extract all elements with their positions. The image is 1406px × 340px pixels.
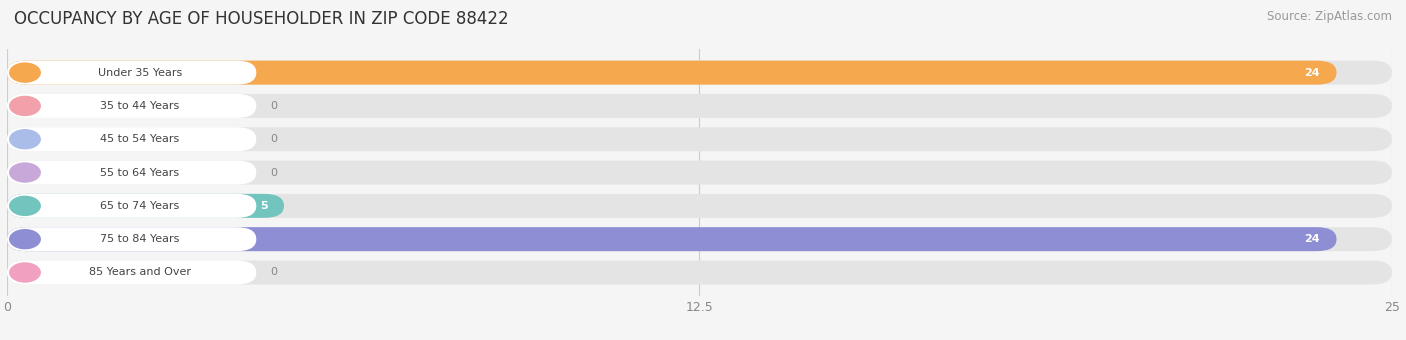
FancyBboxPatch shape (7, 94, 1392, 118)
Ellipse shape (8, 163, 41, 183)
FancyBboxPatch shape (7, 260, 1392, 285)
Text: 24: 24 (1305, 234, 1320, 244)
Text: 45 to 54 Years: 45 to 54 Years (100, 134, 180, 144)
FancyBboxPatch shape (7, 160, 1392, 185)
Text: 75 to 84 Years: 75 to 84 Years (100, 234, 180, 244)
FancyBboxPatch shape (7, 194, 256, 218)
Text: 24: 24 (1305, 68, 1320, 78)
Ellipse shape (8, 195, 41, 216)
FancyBboxPatch shape (7, 194, 284, 218)
Ellipse shape (8, 63, 41, 83)
FancyBboxPatch shape (7, 194, 1392, 218)
FancyBboxPatch shape (7, 260, 256, 285)
Text: 0: 0 (270, 268, 277, 277)
Ellipse shape (8, 262, 41, 283)
FancyBboxPatch shape (7, 127, 256, 151)
Text: 0: 0 (270, 134, 277, 144)
FancyBboxPatch shape (7, 227, 256, 251)
FancyBboxPatch shape (7, 61, 256, 85)
Text: 85 Years and Over: 85 Years and Over (89, 268, 191, 277)
Text: 0: 0 (270, 168, 277, 177)
Ellipse shape (8, 129, 41, 150)
Text: 65 to 74 Years: 65 to 74 Years (100, 201, 180, 211)
Text: 55 to 64 Years: 55 to 64 Years (100, 168, 180, 177)
Text: 35 to 44 Years: 35 to 44 Years (100, 101, 180, 111)
FancyBboxPatch shape (7, 160, 256, 185)
FancyBboxPatch shape (7, 61, 1392, 85)
Text: Under 35 Years: Under 35 Years (98, 68, 183, 78)
Text: 0: 0 (270, 101, 277, 111)
Ellipse shape (8, 229, 41, 249)
FancyBboxPatch shape (7, 227, 1392, 251)
Text: Source: ZipAtlas.com: Source: ZipAtlas.com (1267, 10, 1392, 23)
FancyBboxPatch shape (7, 227, 1337, 251)
FancyBboxPatch shape (7, 94, 256, 118)
Text: 5: 5 (260, 201, 267, 211)
FancyBboxPatch shape (7, 127, 1392, 151)
Ellipse shape (8, 96, 41, 116)
Text: OCCUPANCY BY AGE OF HOUSEHOLDER IN ZIP CODE 88422: OCCUPANCY BY AGE OF HOUSEHOLDER IN ZIP C… (14, 10, 509, 28)
FancyBboxPatch shape (7, 61, 1337, 85)
